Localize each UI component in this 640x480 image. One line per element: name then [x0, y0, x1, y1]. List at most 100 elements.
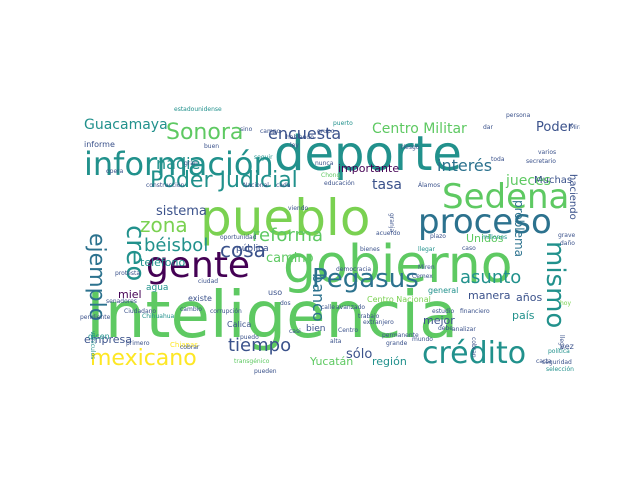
word-varios: varios: [538, 149, 556, 156]
word-oportunidad: oportunidad: [220, 234, 257, 241]
word-zona: zona: [140, 213, 188, 237]
word-ciudad: ciudad: [198, 278, 218, 285]
word-llego: llegó: [558, 335, 565, 350]
word-millones: millones: [482, 234, 507, 241]
word-ciudadano: Ciudadano: [124, 308, 156, 315]
word-hablando: hablando: [286, 134, 314, 141]
word-alamos: Álamos: [418, 182, 440, 189]
word-pendiente: pendiente: [80, 314, 111, 321]
word-viendo: viendo: [288, 205, 309, 212]
word-nunca: nunca: [315, 160, 334, 167]
word-interes: interés: [437, 156, 492, 175]
word-haciendo: haciendo: [567, 174, 578, 220]
word-anos: años: [516, 291, 542, 304]
word-caso: caso: [462, 245, 476, 252]
word-camino: camino: [266, 251, 314, 266]
word-democracia: democracia: [336, 266, 371, 273]
word-puerto: puerto: [333, 120, 353, 127]
word-beisbol: béisbol: [144, 235, 208, 256]
word-nacional: Nacional: [243, 182, 269, 189]
word-tiempo: tiempo: [228, 335, 291, 356]
word-grupo: grupo: [317, 128, 335, 135]
word-tasa: tasa: [372, 177, 402, 193]
word-primero: primero: [126, 340, 150, 347]
word-toda: toda: [491, 156, 505, 163]
word-persona: persona: [506, 112, 531, 119]
word-proceso: proceso: [418, 202, 552, 242]
word-alta: alta: [330, 338, 342, 345]
word-telefono: teléfono: [140, 256, 185, 269]
word-educacion: educación: [324, 180, 355, 187]
word-chong: Chong: [321, 172, 340, 179]
word-pueden: pueden: [254, 368, 277, 375]
word-chiapas: Chiapas: [170, 341, 198, 349]
word-jueces: jueces: [505, 173, 551, 189]
word-puedo: puedo: [240, 334, 259, 341]
word-vez: vez: [560, 342, 574, 351]
word-casi: casi: [289, 328, 301, 335]
word-general: general: [428, 286, 458, 295]
word-gobierno: gobierno: [283, 235, 513, 295]
word-ley: ley: [290, 142, 299, 149]
word-manera: manera: [468, 289, 510, 302]
word-sedena: Sedena: [442, 177, 569, 217]
word-nadie: nadie: [156, 154, 200, 173]
word-inteligencia: Inteligencia: [86, 279, 458, 353]
word-grande: grande: [386, 340, 408, 347]
word-seleccion: selección: [546, 366, 574, 373]
word-informacion: información: [84, 145, 274, 183]
word-cemex: Cemex: [412, 273, 433, 280]
word-construccion: construcción: [146, 182, 184, 189]
word-asunto: asunto: [460, 267, 521, 288]
word-seguridad: seguridad: [542, 359, 572, 366]
word-protesta: protesta: [115, 270, 140, 277]
word-sino: sino: [240, 126, 253, 133]
word-empresa: empresa: [84, 333, 132, 346]
word-carta: carta: [536, 358, 552, 365]
word-politica: política: [548, 348, 570, 355]
word-acuerdo: acuerdo: [376, 230, 401, 237]
word-sonora: Sonora: [166, 120, 243, 145]
word-campo: campo: [260, 128, 281, 135]
word-publica: pública: [236, 244, 269, 254]
word-centro: Centro: [338, 327, 358, 334]
word-centro-nacional: Centro Nacional: [367, 295, 431, 304]
word-mexicano: mexicano: [90, 346, 197, 371]
word-cada: cada: [276, 182, 291, 189]
word-bien: bien: [306, 324, 325, 334]
word-estadounidense: estadounidense: [174, 106, 222, 113]
word-dano: daño: [560, 240, 575, 247]
word-permanente: permanente: [382, 332, 419, 339]
word-riesgo: riesgo: [401, 144, 420, 151]
word-credito: crédito: [422, 336, 526, 371]
word-hoy: hoy: [560, 300, 571, 307]
word-dar: dar: [483, 124, 493, 131]
word-grave: grave: [558, 232, 576, 239]
word-granja: granja: [388, 213, 395, 232]
word-region: región: [372, 355, 407, 368]
word-dicen: dicen: [88, 332, 110, 341]
word-ejemplo: ejemplo: [84, 233, 109, 321]
word-unidos: Unidos: [466, 232, 504, 245]
word-mismo: mismo: [540, 241, 570, 328]
word-importante: importante: [338, 162, 399, 175]
word-cobran: cobran: [470, 337, 477, 358]
word-trabajo: trabajo: [358, 313, 380, 320]
word-poder: Poder: [536, 120, 574, 135]
word-miel: miel: [118, 288, 142, 301]
word-plazo: plazo: [430, 233, 446, 240]
word-calle: calle: [321, 304, 335, 311]
word-cloud: Inteligencia deporte pueblo gobierno informa…: [80, 105, 580, 375]
word-gran: gran: [184, 160, 198, 167]
word-cambio: cambio: [180, 306, 202, 313]
word-miren: Miren: [418, 264, 435, 271]
word-corrupcion: corrupción: [210, 308, 242, 315]
word-gente: gente: [146, 245, 250, 286]
word-secretario: secretario: [526, 158, 556, 165]
word-pueblo: pueblo: [200, 189, 370, 247]
word-estudio: estudio: [432, 308, 454, 315]
word-pegasus: Pegasus: [312, 264, 419, 294]
word-bienes: bienes: [360, 246, 380, 253]
word-centro-militar: Centro Militar: [372, 121, 467, 137]
